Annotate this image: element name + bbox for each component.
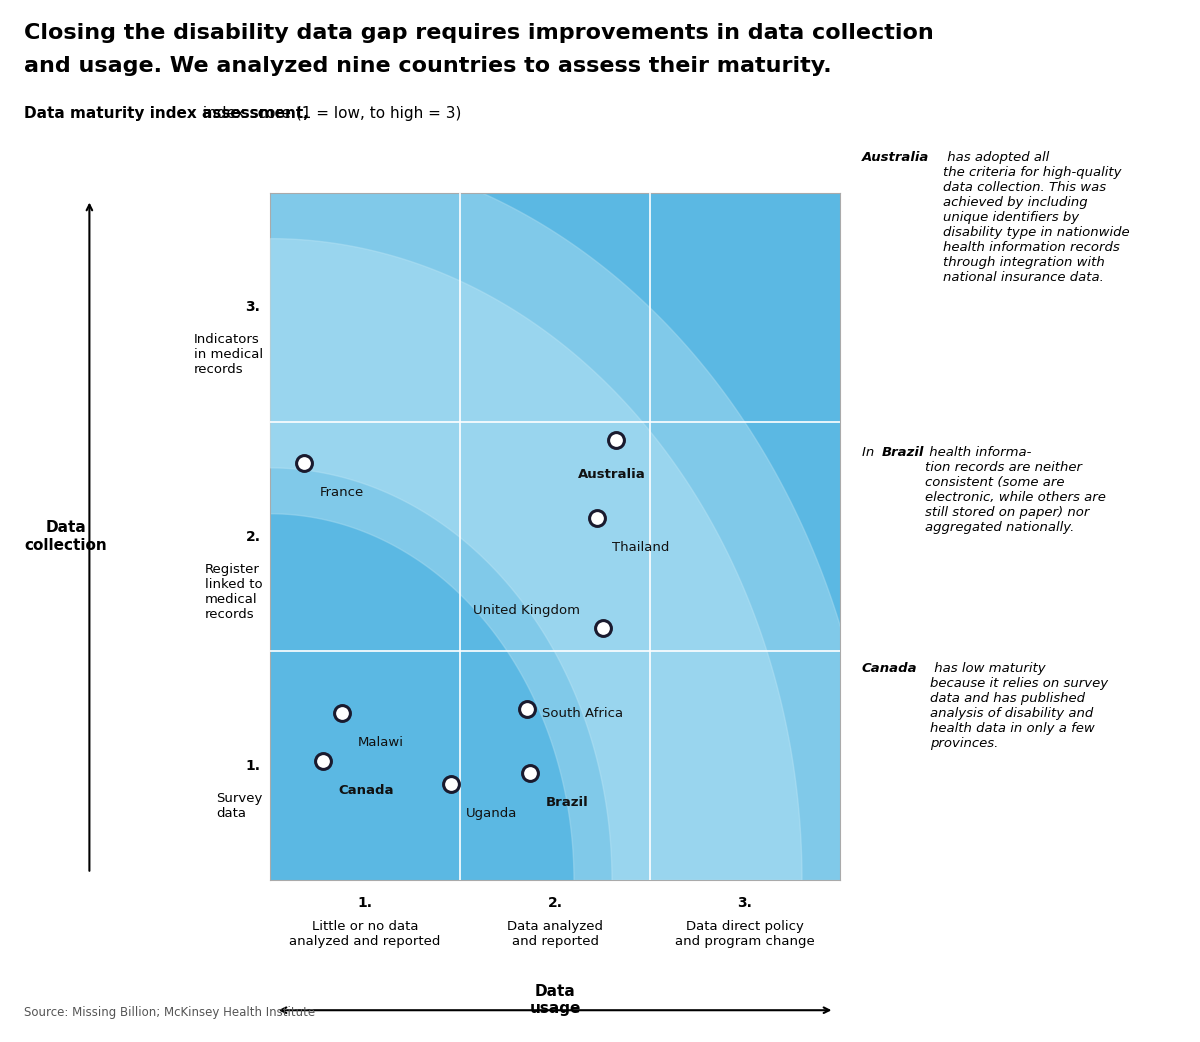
Point <box>313 753 332 770</box>
Text: and usage. We analyzed nine countries to assess their maturity.: and usage. We analyzed nine countries to… <box>24 56 832 76</box>
Text: South Africa: South Africa <box>541 708 623 720</box>
Text: Data maturity index assessment,: Data maturity index assessment, <box>24 106 308 121</box>
Text: In: In <box>862 446 878 458</box>
Polygon shape <box>270 147 878 880</box>
Point <box>606 432 625 449</box>
Point <box>521 765 540 782</box>
Point <box>332 704 352 721</box>
Text: Canada: Canada <box>862 662 917 674</box>
Point <box>295 455 314 472</box>
Text: United Kingdom: United Kingdom <box>473 604 580 617</box>
Text: France: France <box>319 487 364 499</box>
Point <box>587 510 606 526</box>
Text: 3.: 3. <box>738 896 752 910</box>
Text: 3.: 3. <box>246 300 260 315</box>
Text: Australia: Australia <box>578 468 646 480</box>
Text: Brazil: Brazil <box>546 796 588 809</box>
Text: Brazil: Brazil <box>882 446 924 458</box>
Text: Little or no data
analyzed and reported: Little or no data analyzed and reported <box>289 920 440 948</box>
Text: Thailand: Thailand <box>612 541 670 554</box>
Text: Data analyzed
and reported: Data analyzed and reported <box>508 920 604 948</box>
Point <box>593 620 612 637</box>
Text: Closing the disability data gap requires improvements in data collection: Closing the disability data gap requires… <box>24 23 934 43</box>
Text: Canada: Canada <box>338 785 394 797</box>
Text: index score (1 = low, to high = 3): index score (1 = low, to high = 3) <box>198 106 461 121</box>
Text: Australia: Australia <box>862 151 929 164</box>
Point <box>440 776 460 793</box>
Point <box>517 700 536 717</box>
Text: Data direct policy
and program change: Data direct policy and program change <box>676 920 815 948</box>
Polygon shape <box>270 239 802 880</box>
Text: has adopted all
the criteria for high-quality
data collection. This was
achieved: has adopted all the criteria for high-qu… <box>943 151 1130 284</box>
Text: Malawi: Malawi <box>358 736 403 749</box>
Text: Survey
data: Survey data <box>216 792 263 820</box>
Text: 2.: 2. <box>547 896 563 910</box>
Text: Source: Missing Billion; McKinsey Health Institute: Source: Missing Billion; McKinsey Health… <box>24 1007 316 1019</box>
Text: 1.: 1. <box>245 759 260 773</box>
Text: health informa-
tion records are neither
consistent (some are
electronic, while : health informa- tion records are neither… <box>925 446 1106 534</box>
Text: 2.: 2. <box>245 529 260 544</box>
Text: Data
collection: Data collection <box>25 520 107 553</box>
Text: has low maturity
because it relies on survey
data and has published
analysis of : has low maturity because it relies on su… <box>930 662 1108 749</box>
Text: Uganda: Uganda <box>466 808 517 820</box>
Text: Register
linked to
medical
records: Register linked to medical records <box>205 563 263 621</box>
Text: Indicators
in medical
records: Indicators in medical records <box>193 333 263 376</box>
Text: Data
usage: Data usage <box>529 984 581 1016</box>
Text: 1.: 1. <box>358 896 372 910</box>
